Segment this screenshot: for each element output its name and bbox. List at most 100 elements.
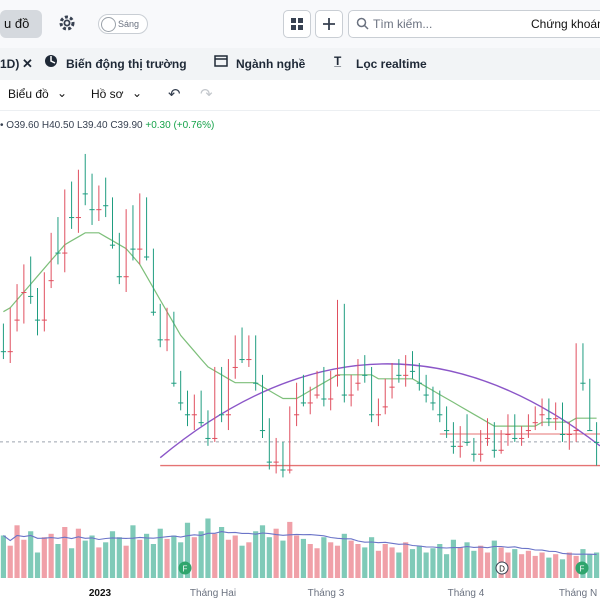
nav-item-realtime-filter[interactable]: Lọc realtime bbox=[356, 57, 427, 71]
candle-body bbox=[219, 414, 225, 416]
volume-bar bbox=[287, 521, 293, 578]
candle-body bbox=[362, 374, 368, 376]
candle-body bbox=[34, 319, 41, 321]
candle-body bbox=[0, 351, 6, 353]
x-axis-tick-label: Tháng N bbox=[559, 588, 597, 599]
volume-bar bbox=[375, 550, 381, 578]
nav-item-industry[interactable]: Ngành nghề bbox=[236, 57, 306, 71]
volume-bar bbox=[512, 549, 518, 578]
candle-body bbox=[478, 453, 484, 455]
volume-bar bbox=[464, 542, 470, 578]
gear-icon[interactable] bbox=[56, 12, 78, 34]
chevron-down-icon[interactable]: ⌄ bbox=[57, 86, 68, 100]
volume-bar bbox=[280, 540, 286, 578]
chevron-down-icon[interactable]: ⌄ bbox=[132, 86, 143, 100]
profile-menu[interactable]: Hồ sơ bbox=[91, 87, 124, 101]
candle-body bbox=[150, 311, 156, 313]
volume-bar bbox=[566, 552, 572, 578]
volume-bar bbox=[437, 544, 443, 578]
volume-bar bbox=[157, 528, 163, 578]
candle-body bbox=[144, 256, 150, 258]
candle-body bbox=[525, 430, 531, 432]
candle-body bbox=[334, 374, 341, 376]
candle-body bbox=[553, 418, 559, 420]
candle-body bbox=[341, 394, 347, 396]
high-value: 40.50 bbox=[49, 120, 75, 131]
volume-bar bbox=[232, 535, 238, 578]
candle-body bbox=[369, 414, 375, 416]
volume-bar bbox=[205, 518, 211, 578]
volume-bar bbox=[7, 545, 13, 578]
candle-body bbox=[130, 248, 136, 250]
volume-bar bbox=[191, 537, 197, 578]
candle-body bbox=[225, 414, 231, 416]
candle-body bbox=[423, 394, 429, 396]
interval-tab[interactable]: 1D) bbox=[0, 57, 20, 71]
open-value: 39.60 bbox=[14, 120, 40, 131]
volume-bar bbox=[430, 548, 436, 578]
volume-bar bbox=[553, 554, 559, 578]
x-axis-tick-label: Tháng 4 bbox=[448, 588, 485, 599]
volume-bar bbox=[546, 557, 552, 578]
undo-icon[interactable]: ↶ bbox=[168, 86, 181, 103]
candle-body bbox=[259, 430, 266, 432]
theme-toggle[interactable]: Sáng bbox=[98, 14, 148, 34]
volume-bar bbox=[253, 531, 259, 578]
candle-body bbox=[280, 469, 286, 471]
grid-icon bbox=[291, 18, 303, 30]
chart-tab[interactable]: u đồ bbox=[0, 10, 42, 38]
candle-body bbox=[307, 402, 313, 404]
volume-bar bbox=[471, 550, 477, 578]
volume-bar bbox=[355, 544, 361, 578]
volume-bar bbox=[89, 535, 95, 578]
candle-body bbox=[587, 430, 593, 432]
candle-body bbox=[246, 359, 252, 361]
volume-bar bbox=[246, 542, 252, 578]
candle-body bbox=[157, 339, 163, 341]
volume-bar bbox=[594, 552, 600, 578]
nav-item-market-movement[interactable]: Biến động thị trường bbox=[66, 57, 187, 71]
volume-bar bbox=[198, 531, 204, 578]
volume-bar bbox=[478, 545, 484, 578]
search-icon bbox=[356, 17, 369, 30]
volume-bar bbox=[484, 552, 491, 578]
candle-body bbox=[96, 209, 102, 211]
candle-body bbox=[205, 437, 211, 439]
high-label: H bbox=[41, 120, 50, 131]
add-button[interactable] bbox=[315, 10, 343, 38]
candle-body bbox=[314, 394, 320, 396]
open-label: O bbox=[6, 120, 15, 131]
candle-body bbox=[430, 402, 436, 404]
volume-bar bbox=[14, 525, 20, 578]
volume-bar bbox=[259, 525, 266, 578]
candle-body bbox=[519, 437, 525, 439]
volume-bar bbox=[341, 533, 347, 578]
chart-toolbar: Biểu đồ ⌄ Hồ sơ ⌄ ↶ ↷ bbox=[0, 80, 600, 111]
candle-body bbox=[457, 445, 463, 447]
event-marker bbox=[495, 561, 509, 575]
chart-menu[interactable]: Biểu đồ bbox=[8, 87, 49, 101]
candle-body bbox=[232, 366, 238, 368]
x-axis-tick-label: 2023 bbox=[89, 588, 112, 599]
search-scope-label[interactable]: Chứng khoán bbox=[531, 17, 600, 31]
candle-body bbox=[382, 406, 388, 408]
candle-body bbox=[512, 437, 518, 439]
price-chart[interactable]: F D F 2023 Tháng Hai Tháng 3 Tháng 4 Tháng N bbox=[0, 140, 600, 600]
ma-line bbox=[3, 232, 597, 427]
x-axis-tick-label: Tháng Hai bbox=[190, 588, 236, 599]
volume-bar bbox=[457, 547, 463, 578]
volume-bar bbox=[82, 540, 88, 578]
volume-bar bbox=[75, 528, 81, 578]
candle-body bbox=[491, 449, 497, 451]
volume-bar bbox=[21, 539, 27, 578]
close-icon[interactable]: ✕ bbox=[22, 56, 33, 71]
candle-body bbox=[375, 414, 381, 416]
volume-bar bbox=[348, 540, 354, 578]
redo-icon[interactable]: ↷ bbox=[200, 86, 213, 103]
volume-bar bbox=[321, 537, 327, 578]
volume-bar bbox=[184, 522, 191, 578]
search-box[interactable]: Tìm kiếm... Chứng khoán bbox=[348, 10, 600, 38]
volume-bar bbox=[525, 550, 531, 578]
candle-body bbox=[498, 449, 504, 451]
layout-grid-button[interactable] bbox=[283, 10, 311, 38]
